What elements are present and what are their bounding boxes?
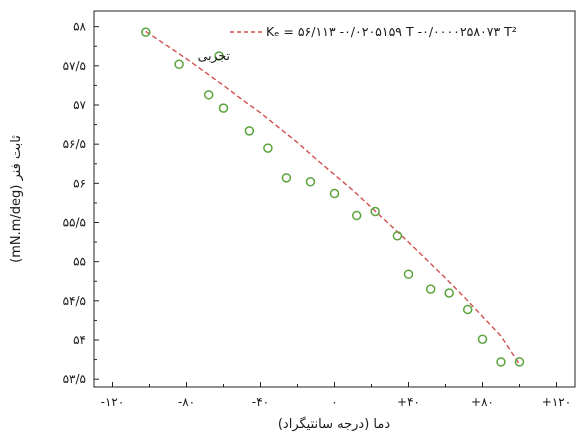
legend-fit-label: Kₑ = ۵۶/۱۱۳ -۰/۰۲۰۵۱۵۹ T -۰/۰۰۰۰۲۵۸۰۷۳ T… [266, 24, 517, 39]
data-point [351, 210, 362, 221]
data-point [203, 90, 214, 100]
y-axis: ۵۳/۵ ۵۴ ۵۴/۵ ۵۵ ۵۵/۵ ۵۶ ۵۶/۵ ۵۷ ۵۷/۵ ۵۸ [63, 20, 99, 386]
legend-experimental-label: تجربی [198, 48, 231, 64]
data-point [425, 284, 436, 294]
data-point [496, 357, 506, 367]
y-tick-label: ۵۶ [73, 176, 86, 190]
experimental-points [141, 27, 525, 367]
data-point [218, 103, 229, 113]
x-tick-label: -۱۲۰ [101, 395, 125, 409]
x-axis: -۱۲۰ -۸۰ -۴۰ ۰ +۴۰ +۸۰ +۱۲۰ [101, 382, 571, 409]
x-tick-label: -۴۰ [252, 395, 269, 409]
data-point [174, 59, 184, 70]
y-tick-label: ۵۵ [73, 255, 86, 269]
y-tick-label: ۵۶/۵ [63, 137, 86, 151]
data-point [305, 177, 316, 187]
y-tick-label: ۵۳/۵ [63, 372, 86, 386]
x-tick-label: +۱۲۰ [542, 395, 571, 409]
y-tick-label: ۵۸ [73, 20, 86, 34]
data-point [370, 206, 380, 217]
y-tick-label: ۵۵/۵ [63, 216, 86, 230]
plot-area [93, 10, 576, 388]
x-tick-label: -۸۰ [178, 395, 195, 409]
data-point [403, 269, 414, 279]
data-point [329, 188, 340, 199]
y-tick-label: ۵۴ [73, 333, 86, 347]
data-point [477, 334, 488, 344]
x-axis-label: دما (درجه سانتیگراد) [278, 416, 390, 432]
x-tick-label: +۴۰ [397, 395, 420, 409]
data-point [281, 173, 292, 183]
data-point [263, 143, 273, 153]
legend: Kₑ = ۵۶/۱۱۳ -۰/۰۲۰۵۱۵۹ T -۰/۰۰۰۰۲۵۸۰۷۳ T… [198, 24, 517, 64]
x-tick-label: ۰ [331, 395, 337, 409]
y-tick-label: ۵۷ [73, 98, 86, 112]
data-point [244, 126, 255, 136]
y-tick-label: ۵۴/۵ [63, 294, 86, 308]
data-point [141, 27, 151, 37]
data-point [444, 288, 454, 298]
data-point [392, 231, 403, 241]
y-tick-label: ۵۷/۵ [63, 59, 86, 73]
data-point [514, 357, 525, 367]
y-axis-label: ثابت فنر (mN.m/deg) [9, 135, 24, 263]
x-tick-label: +۸۰ [471, 395, 494, 409]
legend-point-swatch [214, 51, 224, 61]
data-point [462, 304, 473, 315]
